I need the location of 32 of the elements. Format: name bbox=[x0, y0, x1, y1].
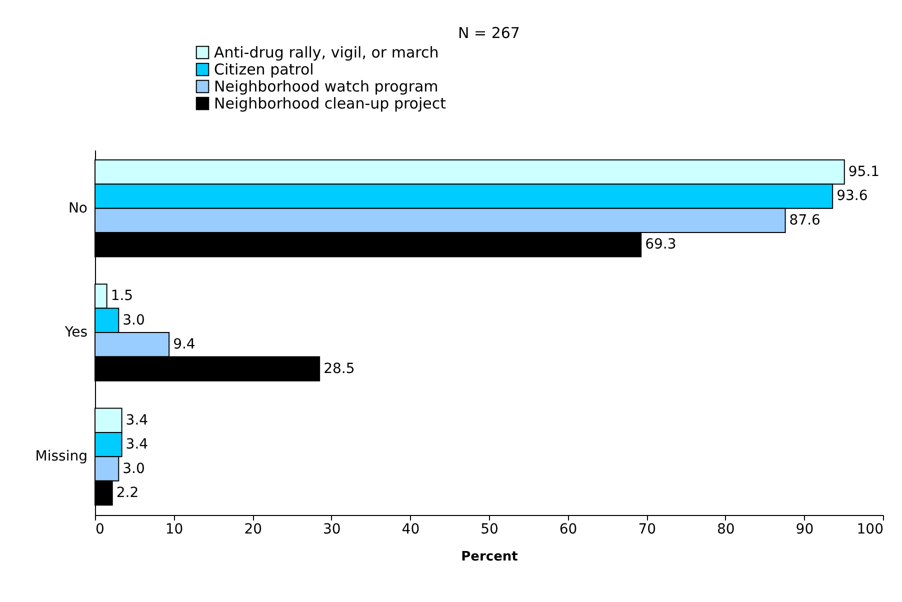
x-tick-label: 0 bbox=[96, 522, 104, 538]
legend-label: Citizen patrol bbox=[214, 60, 314, 78]
data-label: 3.4 bbox=[126, 412, 148, 428]
data-label: 2.2 bbox=[116, 484, 139, 501]
x-tick-label: 40 bbox=[402, 522, 420, 538]
data-label: 28.5 bbox=[324, 360, 355, 377]
x-tick-label: 20 bbox=[244, 522, 262, 538]
chart-title: N = 267 bbox=[458, 24, 520, 42]
data-label: 87.6 bbox=[789, 212, 821, 228]
x-tick-label: 90 bbox=[796, 522, 814, 538]
data-label: 95.1 bbox=[848, 164, 880, 180]
legend-label: Neighborhood clean-up project bbox=[214, 94, 446, 112]
legend-label: Anti-drug rally, vigil, or march bbox=[214, 44, 439, 62]
data-label: 1.5 bbox=[110, 288, 134, 304]
data-label: 3.0 bbox=[122, 312, 145, 328]
legend-label: Neighborhood watch program bbox=[214, 78, 438, 96]
data-label: 3.0 bbox=[122, 460, 145, 477]
x-tick-label: 50 bbox=[480, 522, 498, 538]
x-tick-label: 100 bbox=[856, 522, 884, 538]
x-tick-label: 80 bbox=[716, 522, 735, 538]
x-tick-label: 60 bbox=[559, 522, 578, 538]
x-tick-label: 70 bbox=[638, 522, 656, 538]
y-tick-label: Missing bbox=[35, 448, 88, 465]
data-label: 69.3 bbox=[645, 236, 676, 253]
x-tick-label: 10 bbox=[165, 522, 184, 538]
y-tick-label: Yes bbox=[64, 324, 88, 340]
data-label: 9.4 bbox=[173, 336, 196, 353]
data-label: 93.6 bbox=[836, 188, 868, 204]
x-tick-label: 30 bbox=[322, 522, 341, 538]
data-label: 3.4 bbox=[126, 436, 148, 453]
x-axis-title: Percent bbox=[461, 550, 518, 564]
y-tick-label: No bbox=[68, 200, 88, 216]
